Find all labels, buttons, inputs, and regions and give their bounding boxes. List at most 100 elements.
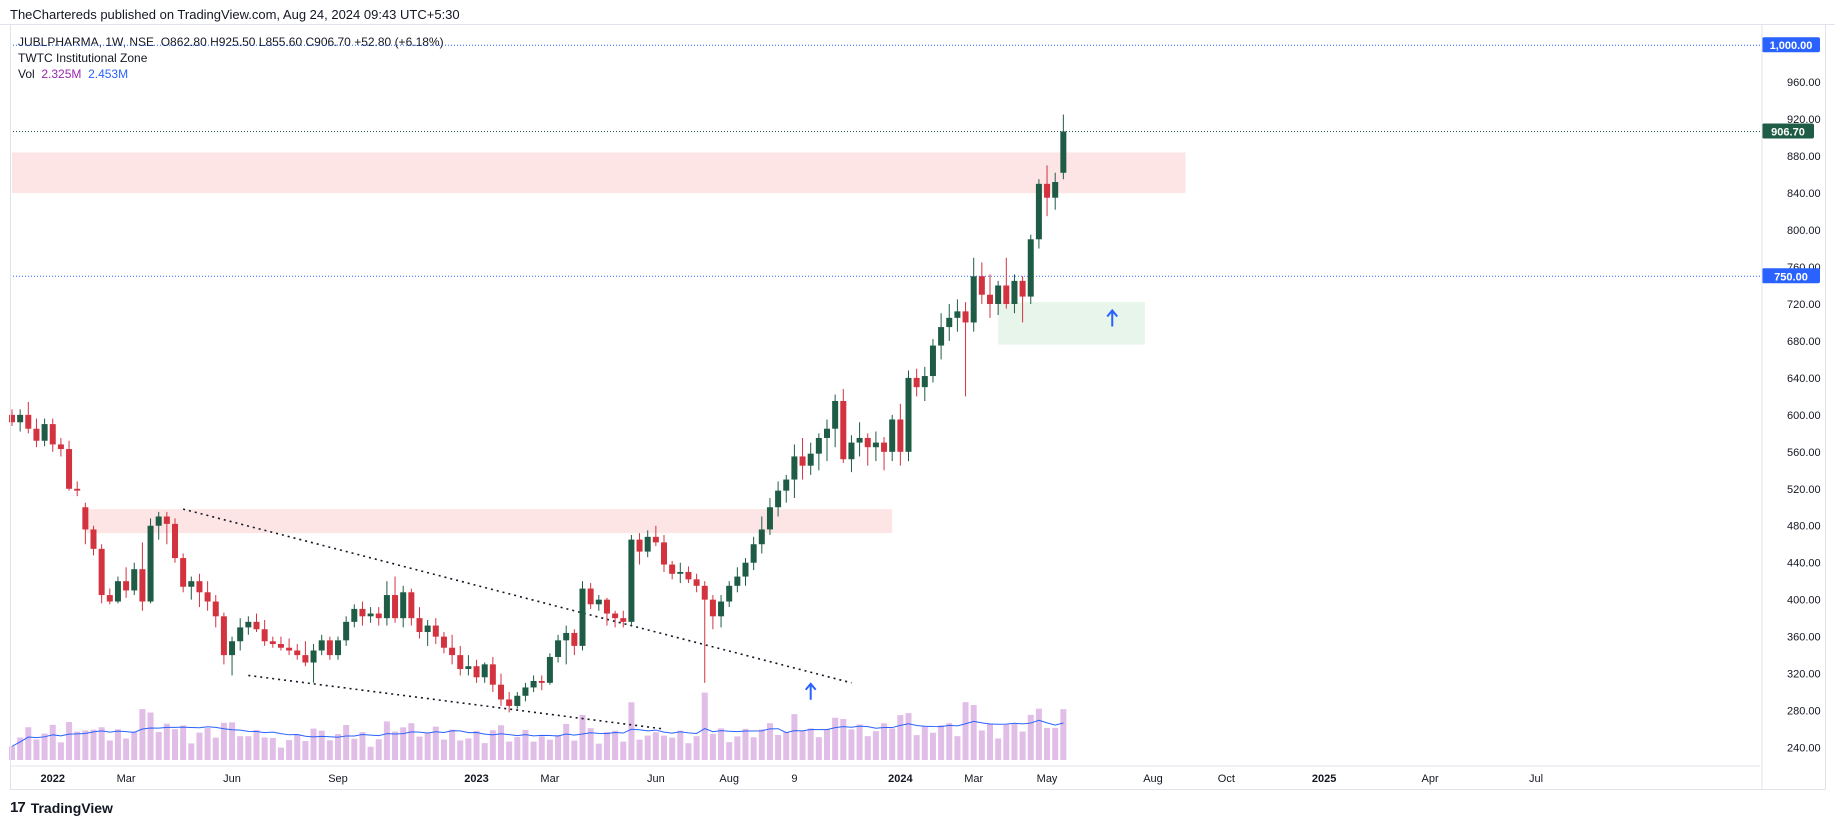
candle-body[interactable] xyxy=(701,585,708,600)
candle-body[interactable] xyxy=(1052,182,1059,198)
candle-body[interactable] xyxy=(400,592,407,619)
candle-body[interactable] xyxy=(954,311,961,318)
candle-body[interactable] xyxy=(416,618,423,633)
candle-body[interactable] xyxy=(799,456,806,466)
candle-body[interactable] xyxy=(139,569,146,602)
candle-body[interactable] xyxy=(90,529,97,549)
candle-body[interactable] xyxy=(848,442,855,460)
candle-body[interactable] xyxy=(408,592,415,619)
candle-body[interactable] xyxy=(856,437,863,443)
candle-body[interactable] xyxy=(929,345,936,377)
candle-body[interactable] xyxy=(978,276,985,295)
candle-body[interactable] xyxy=(563,632,570,641)
candle-body[interactable] xyxy=(538,680,545,683)
candle-body[interactable] xyxy=(832,401,839,429)
candle-body[interactable] xyxy=(546,656,553,683)
candle-body[interactable] xyxy=(180,558,187,587)
candle-body[interactable] xyxy=(555,640,562,657)
candle-body[interactable] xyxy=(571,632,578,646)
candle-body[interactable] xyxy=(335,640,341,656)
candle-body[interactable] xyxy=(995,285,1002,304)
candle-body[interactable] xyxy=(946,317,953,328)
candle-body[interactable] xyxy=(286,647,293,651)
footer-brand[interactable]: 17 TradingView xyxy=(10,799,113,816)
candle-body[interactable] xyxy=(41,424,48,441)
candle-body[interactable] xyxy=(220,616,227,656)
candle-body[interactable] xyxy=(758,529,765,545)
candle-body[interactable] xyxy=(294,650,301,656)
candle-body[interactable] xyxy=(726,585,733,602)
candle-body[interactable] xyxy=(514,695,521,706)
candle-body[interactable] xyxy=(612,613,619,619)
candle-body[interactable] xyxy=(196,581,203,593)
candle-body[interactable] xyxy=(962,311,969,323)
candle-body[interactable] xyxy=(367,613,374,617)
candle-body[interactable] xyxy=(57,444,64,450)
candle-body[interactable] xyxy=(766,507,773,530)
candle-body[interactable] xyxy=(440,636,447,648)
candle-body[interactable] xyxy=(326,640,333,656)
candle-body[interactable] xyxy=(432,625,439,637)
candle-body[interactable] xyxy=(253,621,260,630)
candle-body[interactable] xyxy=(628,539,635,622)
candle-body[interactable] xyxy=(237,627,244,642)
candle-body[interactable] xyxy=(987,294,993,304)
candle-body[interactable] xyxy=(1060,131,1067,173)
candle-body[interactable] xyxy=(449,647,456,656)
candle-body[interactable] xyxy=(587,588,594,605)
candle-body[interactable] xyxy=(375,613,382,619)
candle-body[interactable] xyxy=(864,437,871,448)
candle-body[interactable] xyxy=(392,595,399,619)
candle-body[interactable] xyxy=(644,536,651,552)
candle-body[interactable] xyxy=(652,536,659,543)
candle-body[interactable] xyxy=(636,539,643,552)
candle-body[interactable] xyxy=(970,276,977,323)
candle-body[interactable] xyxy=(131,569,138,591)
candle-body[interactable] xyxy=(881,442,888,452)
candle-body[interactable] xyxy=(269,641,276,645)
candle-body[interactable] xyxy=(302,655,309,663)
candle-body[interactable] xyxy=(897,419,904,452)
candle-body[interactable] xyxy=(351,608,358,622)
candle-body[interactable] xyxy=(824,428,830,438)
candle-body[interactable] xyxy=(1027,239,1034,297)
candle-body[interactable] xyxy=(98,548,105,596)
candle-body[interactable] xyxy=(473,666,480,678)
candle-body[interactable] xyxy=(506,699,513,706)
candle-body[interactable] xyxy=(530,680,537,688)
candle-body[interactable] xyxy=(147,525,154,602)
legend-indicator[interactable]: TWTC Institutional Zone xyxy=(18,51,148,65)
candle-body[interactable] xyxy=(522,687,529,696)
candle-body[interactable] xyxy=(718,601,725,617)
candle-body[interactable] xyxy=(775,490,782,508)
candle-body[interactable] xyxy=(204,592,211,602)
candle-body[interactable] xyxy=(1019,280,1026,297)
candle-body[interactable] xyxy=(163,516,170,524)
candle-body[interactable] xyxy=(457,655,464,669)
candle-body[interactable] xyxy=(709,599,716,617)
candle-body[interactable] xyxy=(188,581,195,587)
candle-body[interactable] xyxy=(1003,285,1010,304)
candle-body[interactable] xyxy=(595,599,602,605)
candle-body[interactable] xyxy=(1011,280,1018,304)
candle-body[interactable] xyxy=(750,544,757,563)
candle-body[interactable] xyxy=(66,449,73,489)
candle-body[interactable] xyxy=(229,641,236,656)
candle-body[interactable] xyxy=(481,664,488,678)
candle-body[interactable] xyxy=(734,576,741,586)
candle-body[interactable] xyxy=(661,542,667,565)
candle-body[interactable] xyxy=(1044,183,1051,198)
candle-body[interactable] xyxy=(677,571,684,574)
candle-body[interactable] xyxy=(277,644,284,648)
candle-body[interactable] xyxy=(1035,183,1042,240)
candle-body[interactable] xyxy=(114,581,121,602)
candle-body[interactable] xyxy=(815,437,822,454)
candle-body[interactable] xyxy=(905,377,912,452)
candle-body[interactable] xyxy=(579,588,586,646)
candle-body[interactable] xyxy=(172,523,178,559)
candle-body[interactable] xyxy=(921,376,928,388)
candle-body[interactable] xyxy=(685,571,692,580)
candle-body[interactable] xyxy=(742,562,749,577)
candle-body[interactable] xyxy=(343,621,350,641)
